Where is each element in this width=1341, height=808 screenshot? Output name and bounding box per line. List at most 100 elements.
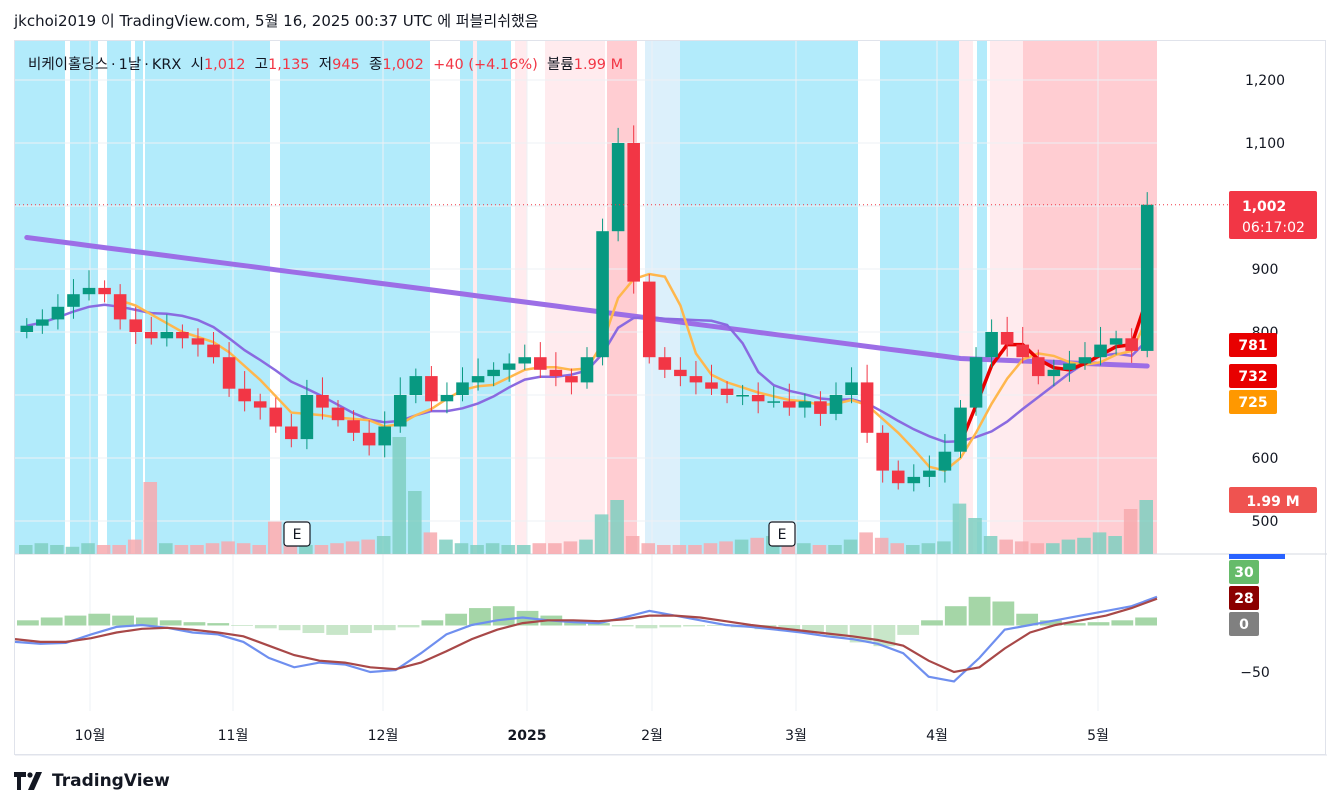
zone-band bbox=[680, 41, 858, 554]
osc-axis-tick: −50 bbox=[1240, 665, 1270, 681]
histogram-bar bbox=[1135, 617, 1157, 626]
candle-body bbox=[1000, 332, 1014, 345]
zone-band bbox=[280, 41, 430, 554]
histogram-bar bbox=[159, 620, 182, 626]
candle-body bbox=[238, 388, 251, 402]
candle-body bbox=[144, 332, 158, 339]
volume-tag-box bbox=[1229, 487, 1317, 513]
candle-body bbox=[285, 426, 298, 440]
candle-body bbox=[1140, 204, 1154, 351]
volume-bar bbox=[376, 536, 391, 554]
time-axis-label: 12월 bbox=[368, 728, 399, 744]
histogram-bar bbox=[40, 617, 63, 626]
osc-value-tag-box bbox=[1229, 612, 1259, 636]
volume-bar bbox=[408, 491, 422, 554]
volume-bar bbox=[703, 543, 718, 554]
histogram-bar bbox=[1111, 620, 1134, 626]
volume-bar bbox=[1046, 543, 1060, 554]
candle-body bbox=[1125, 338, 1138, 351]
ma-slow-line bbox=[24, 235, 1150, 369]
price-axis-tick: 500 bbox=[1252, 514, 1279, 530]
legend-interval[interactable]: 1날 bbox=[118, 57, 142, 73]
tradingview-footer[interactable]: TradingView bbox=[14, 771, 170, 791]
candle-body bbox=[160, 332, 174, 339]
candle-body bbox=[954, 407, 967, 452]
candle-body bbox=[534, 357, 547, 370]
volume-bar bbox=[50, 545, 64, 554]
histogram-bar bbox=[112, 615, 134, 626]
tradingview-logo-icon bbox=[14, 772, 42, 790]
volume-bar bbox=[205, 543, 220, 554]
candle-body bbox=[1094, 344, 1107, 358]
earnings-marker[interactable]: E bbox=[768, 521, 796, 547]
symbol-legend: 비케이홀딩스 · 1날 · KRX 시1,012 고1,135 저945 종1,002 … bbox=[28, 57, 624, 73]
volume-bar bbox=[159, 543, 173, 554]
legend-open-value: 1,012 bbox=[203, 57, 246, 73]
candle-body bbox=[393, 395, 407, 427]
volume-bar bbox=[236, 543, 251, 554]
candle-body bbox=[674, 369, 687, 377]
histogram-bar bbox=[659, 625, 682, 628]
histogram-bar bbox=[921, 620, 943, 626]
histogram-bar bbox=[17, 620, 39, 626]
signal-line bbox=[15, 597, 1158, 674]
candle-body bbox=[798, 401, 812, 408]
volume-bar bbox=[625, 536, 640, 554]
volume-bar bbox=[672, 545, 687, 554]
candle-body bbox=[876, 432, 889, 471]
volume-bar bbox=[501, 545, 515, 554]
volume-bar bbox=[330, 543, 344, 554]
candle-body bbox=[658, 357, 672, 370]
volume-bar bbox=[688, 545, 702, 554]
chart-canvas[interactable]: EE1,2001,1009008006005001,00206:17:02781… bbox=[15, 41, 1327, 756]
legend-low-value: 945 bbox=[332, 57, 360, 73]
histogram-bar bbox=[635, 625, 658, 629]
candle-body bbox=[1016, 344, 1030, 358]
ma-value-tag-box bbox=[1229, 364, 1277, 388]
histogram-bar bbox=[1040, 620, 1062, 626]
volume-bar bbox=[283, 543, 298, 554]
candle-body bbox=[891, 470, 905, 484]
ma-value-tag-box bbox=[1229, 390, 1277, 414]
volume-bar bbox=[906, 545, 920, 554]
volume-bar bbox=[610, 500, 624, 554]
oscillator-histogram bbox=[17, 596, 1157, 647]
candle-body bbox=[938, 451, 952, 471]
ma-value-tag-label: 781 bbox=[1238, 338, 1267, 354]
candle-body bbox=[783, 401, 796, 408]
price-axis-tick: 1,100 bbox=[1245, 136, 1285, 152]
volume-bar bbox=[1139, 500, 1153, 554]
price-axis-tick: 1,200 bbox=[1245, 73, 1285, 89]
price-axis-tick: 900 bbox=[1252, 262, 1279, 278]
candle-body bbox=[580, 357, 594, 383]
candle-body bbox=[720, 388, 734, 395]
histogram-bar bbox=[350, 625, 372, 634]
ma-value-tag-box bbox=[1229, 333, 1277, 357]
volume-bar bbox=[314, 545, 329, 554]
volume-bar bbox=[81, 543, 95, 554]
candle-body bbox=[316, 395, 329, 408]
candle-body bbox=[176, 332, 189, 339]
volume-bar bbox=[1108, 536, 1122, 554]
histogram-bar bbox=[469, 608, 491, 626]
candle-body bbox=[113, 294, 127, 320]
volume-bar bbox=[1123, 509, 1138, 554]
candle-body bbox=[829, 395, 843, 414]
chart-frame: EE1,2001,1009008006005001,00206:17:02781… bbox=[14, 40, 1327, 756]
candle-body bbox=[1032, 357, 1045, 377]
osc-value-tag-label: 0 bbox=[1239, 617, 1249, 633]
candle-body bbox=[596, 231, 609, 358]
earnings-marker[interactable]: E bbox=[283, 521, 311, 547]
histogram-bar bbox=[706, 625, 729, 626]
time-axis-label: 10월 bbox=[75, 728, 106, 744]
candle-body bbox=[36, 319, 49, 326]
volume-bar bbox=[859, 532, 873, 554]
candle-body bbox=[269, 407, 283, 427]
histogram-bar bbox=[1016, 613, 1039, 626]
candle-body bbox=[985, 332, 998, 358]
candle-body bbox=[518, 357, 532, 364]
zone-band bbox=[135, 41, 143, 554]
legend-symbol[interactable]: 비케이홀딩스 bbox=[28, 57, 109, 73]
candle-body bbox=[1109, 338, 1123, 345]
candle-body bbox=[300, 395, 314, 440]
